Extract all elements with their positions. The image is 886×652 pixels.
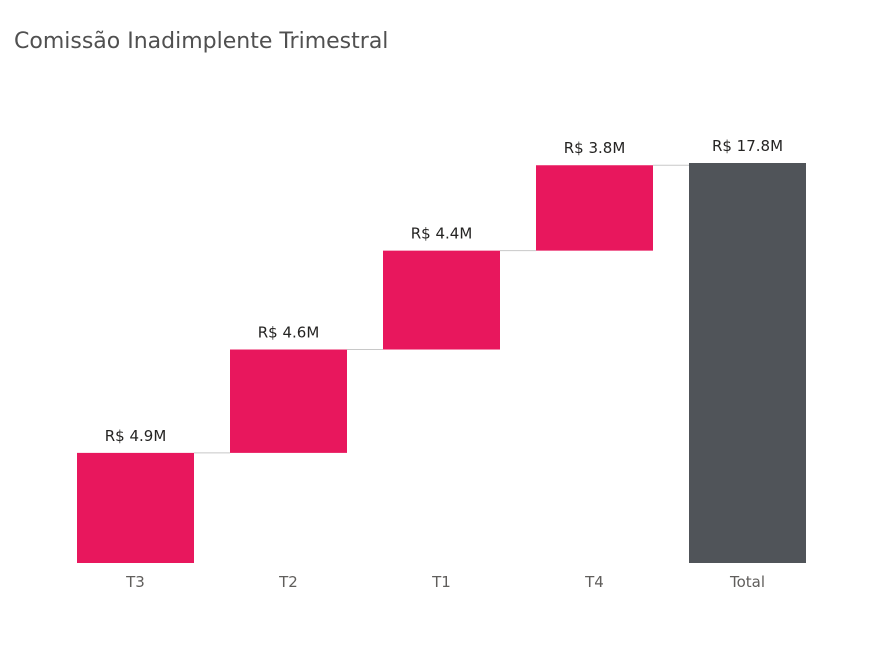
x-tick-label: T1 (431, 573, 451, 591)
data-label: R$ 3.8M (564, 139, 626, 157)
x-tick-label: T4 (584, 573, 604, 591)
bar-total (689, 163, 806, 563)
x-tick-label: T2 (278, 573, 298, 591)
data-label-total: R$ 17.8M (712, 137, 783, 155)
bar-t3 (77, 452, 194, 563)
x-tick-label: T3 (125, 573, 145, 591)
bar-t2 (230, 349, 347, 453)
x-tick-label-total: Total (729, 573, 765, 591)
data-label: R$ 4.6M (258, 324, 320, 342)
bar-t4 (536, 165, 653, 251)
data-label: R$ 4.4M (411, 225, 473, 243)
bar-t1 (383, 250, 500, 350)
chart-title: Comissão Inadimplente Trimestral (14, 29, 389, 54)
data-label: R$ 4.9M (105, 427, 167, 445)
